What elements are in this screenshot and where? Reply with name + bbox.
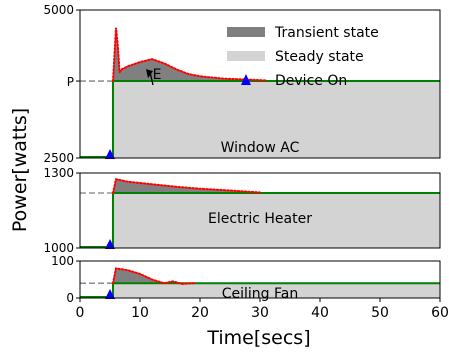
transient-line	[112, 178, 261, 194]
x-tick-label: 60	[431, 305, 449, 321]
x-tick-label: 50	[371, 305, 389, 321]
panel-window-ac: 2500 5000 P Window AC E	[43, 3, 441, 165]
steady-area	[113, 283, 440, 298]
y-tick-label: 5000	[43, 3, 74, 17]
y-tick-label: 0	[66, 291, 74, 305]
panel-frame	[79, 172, 441, 249]
steady-line	[80, 80, 440, 158]
transient-area	[113, 27, 266, 82]
annotation-arrowhead	[146, 69, 153, 79]
x-axis: 0 10 20 30 40 50 60	[76, 298, 449, 321]
y-tick-label: 1300	[43, 166, 74, 180]
x-axis-title: Time[secs]	[206, 327, 310, 349]
steady-area	[113, 193, 440, 248]
x-tick-label: 0	[76, 305, 85, 321]
legend-label: Device On	[275, 73, 347, 89]
panel-frame	[79, 9, 441, 159]
steady-line	[80, 192, 440, 248]
legend-label: Transient state	[274, 25, 379, 41]
x-tick-label: 20	[191, 305, 209, 321]
legend-swatch	[227, 27, 265, 37]
reference-label: P	[67, 75, 74, 89]
panel-electric-heater: 1000 1300 Electric Heater	[43, 166, 441, 255]
steady-area	[113, 81, 440, 158]
device-on-marker	[105, 289, 115, 299]
transient-area	[113, 179, 260, 193]
x-tick-label: 40	[311, 305, 329, 321]
legend-swatch	[227, 51, 265, 61]
transient-line	[112, 27, 267, 83]
panel-ceiling-fan: 0 100 Ceiling Fan	[51, 254, 441, 305]
y-tick-label: 1000	[43, 241, 74, 255]
legend-marker	[241, 74, 251, 85]
y-tick-label: 100	[51, 254, 74, 268]
device-on-marker	[105, 239, 115, 249]
x-tick-label: 30	[251, 305, 269, 321]
legend: Transient state Steady state Device On	[227, 25, 379, 89]
y-tick-label: 2500	[43, 151, 74, 165]
x-tick-label: 10	[131, 305, 149, 321]
panel-label: Ceiling Fan	[222, 286, 299, 302]
panel-label: Electric Heater	[208, 211, 312, 227]
device-on-marker	[105, 149, 115, 159]
steady-line	[80, 282, 440, 298]
y-axis-title: Power[watts]	[9, 108, 31, 232]
annotation-label: E	[153, 67, 162, 83]
legend-label: Steady state	[275, 49, 364, 65]
transient-line	[112, 267, 195, 285]
panel-label: Window AC	[221, 140, 300, 156]
